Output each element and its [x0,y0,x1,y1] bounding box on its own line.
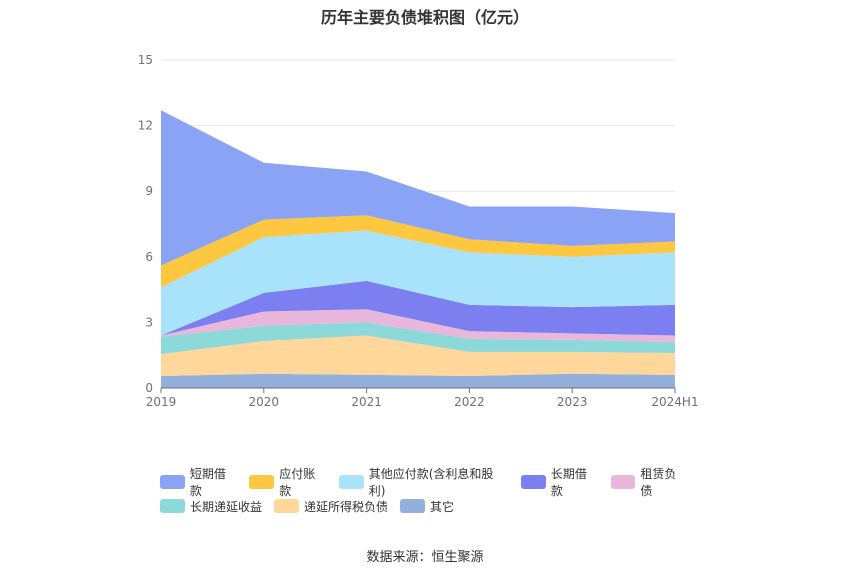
area-series-其它 [161,373,675,388]
area-series-长期借款 [161,280,675,336]
legend-item[interactable]: 长期递延收益 [160,498,262,515]
legend-label: 其它 [430,499,455,514]
legend-item[interactable]: 应付账款 [249,465,326,499]
chart-legend: 短期借款 应付账款 其他应付款(含利息和股利) 长期借款 租赁负债 长期递延收益 递延所得… [160,467,700,518]
area-series-长期递延收益 [161,322,675,355]
area-series-应付账款 [161,215,675,288]
area-series-layer [161,110,675,388]
area-series-其他应付款(含利息和股利) [161,230,675,336]
legend-item[interactable]: 短期借款 [160,465,237,499]
legend-label: 其他应付款(含利息和股利) [368,467,494,498]
legend-label: 长期借款 [550,467,587,498]
legend-label: 递延所得税负债 [304,499,389,514]
legend-swatch [249,475,275,489]
legend-swatch [160,475,185,489]
y-tick-label: 9 [145,184,153,198]
legend-label: 应付账款 [279,467,316,498]
legend-label: 租赁负债 [640,467,677,498]
legend-swatch [160,499,185,513]
axes: 0 3 6 9 12 15 2019 2020 2021 2022 2023 2024H1 [138,53,699,409]
legend-row: 短期借款 应付账款 其他应付款(含利息和股利) 长期借款 租赁负债 [160,467,700,498]
legend-item[interactable]: 递延所得税负债 [274,498,388,515]
legend-item[interactable]: 其他应付款(含利息和股利) [338,465,509,499]
y-tick-label: 12 [138,119,153,133]
legend-swatch [610,475,636,489]
x-tick-label: 2022 [454,395,485,409]
chart-title: 历年主要负债堆积图（亿元） [320,8,529,27]
data-source-note: 数据来源：恒生聚源 [366,550,484,565]
legend-swatch [274,499,300,513]
legend-label: 短期借款 [189,467,226,498]
legend-swatch [338,475,364,489]
legend-swatch [521,475,546,489]
legend-item[interactable]: 长期借款 [521,465,598,499]
x-tick-label: 2020 [249,395,280,409]
y-tick-label: 15 [138,53,153,67]
legend-label: 长期递延收益 [190,499,263,514]
legend-swatch [400,499,426,513]
legend-row: 长期递延收益 递延所得税负债 其它 [160,494,700,518]
y-tick-label: 0 [145,381,153,395]
y-tick-label: 3 [145,315,153,329]
area-series-短期借款 [161,110,675,266]
x-tick-label: 2023 [557,395,588,409]
y-tick-label: 6 [145,250,153,264]
x-tick-label: 2024H1 [651,395,698,409]
x-tick-label: 2019 [146,395,177,409]
area-series-租赁负债 [161,309,675,343]
x-tick-label: 2021 [351,395,382,409]
legend-item[interactable]: 其它 [400,498,454,515]
area-series-递延所得税负债 [161,335,675,376]
legend-item[interactable]: 租赁负债 [610,465,688,499]
